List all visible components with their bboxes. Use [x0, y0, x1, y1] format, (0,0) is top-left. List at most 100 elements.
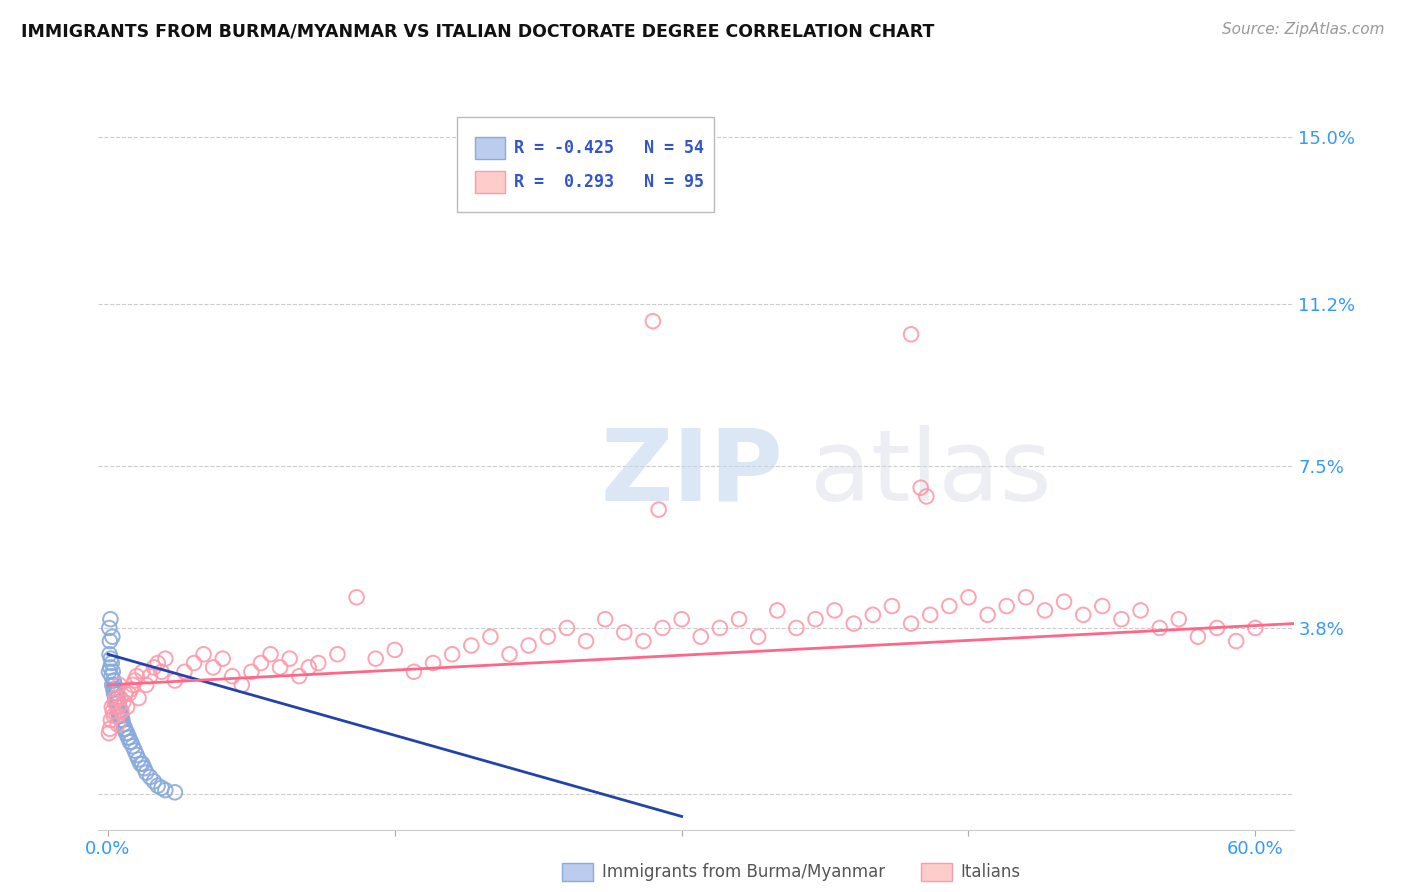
Point — [163, 785, 186, 799]
Point — [641, 314, 664, 328]
Point — [142, 774, 165, 789]
Point — [880, 599, 903, 613]
Point — [134, 761, 156, 775]
Point — [1033, 603, 1056, 617]
Point — [101, 656, 124, 670]
Point — [537, 630, 560, 644]
Point — [117, 731, 139, 745]
Point — [108, 678, 131, 692]
Point — [112, 722, 135, 736]
Point — [155, 651, 177, 665]
Point — [920, 607, 942, 622]
Point — [142, 660, 165, 674]
Text: ZIP: ZIP — [600, 425, 783, 522]
Point — [97, 726, 120, 740]
Point — [298, 660, 321, 674]
Text: IMMIGRANTS FROM BURMA/MYANMAR VS ITALIAN DOCTORATE DEGREE CORRELATION CHART: IMMIGRANTS FROM BURMA/MYANMAR VS ITALIAN… — [21, 22, 935, 40]
Point — [110, 691, 132, 706]
Point — [150, 665, 173, 679]
Point — [110, 708, 132, 723]
Point — [104, 682, 127, 697]
Point — [118, 687, 141, 701]
Point — [103, 682, 125, 697]
Point — [1015, 591, 1038, 605]
Point — [250, 656, 273, 670]
Point — [98, 634, 121, 648]
Point — [146, 779, 169, 793]
Point — [101, 678, 124, 692]
Point — [101, 704, 124, 718]
Point — [105, 696, 128, 710]
Point — [101, 699, 124, 714]
Point — [100, 669, 122, 683]
Point — [915, 490, 938, 504]
Point — [517, 639, 540, 653]
Point — [1167, 612, 1189, 626]
Point — [1129, 603, 1152, 617]
Text: Immigrants from Burma/Myanmar: Immigrants from Burma/Myanmar — [602, 863, 884, 881]
Point — [995, 599, 1018, 613]
Point — [402, 665, 425, 679]
Point — [498, 647, 520, 661]
Point — [155, 783, 177, 797]
Point — [842, 616, 865, 631]
FancyBboxPatch shape — [457, 117, 714, 211]
Point — [110, 713, 132, 727]
Point — [593, 612, 616, 626]
Point — [479, 630, 502, 644]
Point — [107, 704, 129, 718]
Point — [115, 726, 138, 740]
Point — [441, 647, 464, 661]
Point — [103, 687, 125, 701]
Point — [107, 696, 129, 710]
Point — [121, 739, 143, 754]
Point — [139, 770, 162, 784]
Point — [97, 665, 120, 679]
Point — [1071, 607, 1094, 622]
Point — [633, 195, 655, 210]
Point — [107, 699, 129, 714]
Point — [115, 699, 138, 714]
Point — [976, 607, 998, 622]
Point — [129, 756, 152, 771]
Point — [240, 665, 263, 679]
Point — [1206, 621, 1229, 635]
Point — [108, 708, 131, 723]
Point — [269, 660, 291, 674]
Point — [108, 708, 131, 723]
Point — [128, 752, 150, 766]
Point — [103, 708, 125, 723]
Point — [124, 673, 146, 688]
Point — [211, 651, 233, 665]
Point — [651, 621, 673, 635]
Point — [118, 731, 141, 745]
Point — [101, 665, 124, 679]
Point — [862, 607, 884, 622]
Point — [384, 643, 406, 657]
Point — [124, 744, 146, 758]
Point — [120, 682, 142, 697]
Point — [114, 722, 136, 736]
Point — [135, 678, 157, 692]
Text: R = -0.425   N = 54: R = -0.425 N = 54 — [515, 139, 704, 157]
Point — [346, 591, 368, 605]
Point — [163, 673, 186, 688]
Point — [110, 704, 132, 718]
FancyBboxPatch shape — [475, 171, 505, 193]
Point — [115, 726, 138, 740]
Point — [938, 599, 960, 613]
Point — [131, 756, 153, 771]
Point — [111, 713, 134, 727]
Point — [307, 656, 329, 670]
Point — [131, 665, 153, 679]
Point — [1244, 621, 1267, 635]
Point — [709, 621, 731, 635]
Point — [107, 717, 129, 731]
Point — [288, 669, 311, 683]
Point — [689, 630, 711, 644]
Point — [326, 647, 349, 661]
Point — [104, 691, 127, 706]
Point — [364, 651, 387, 665]
Point — [104, 678, 127, 692]
Point — [121, 678, 143, 692]
